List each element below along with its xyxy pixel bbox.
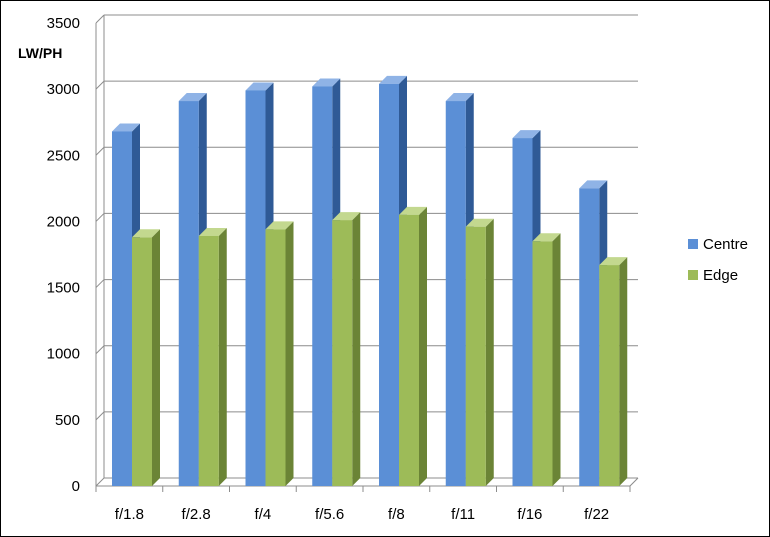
x-axis-depth — [629, 477, 639, 487]
bar-side — [552, 233, 561, 486]
bar-edge-f/2.8 — [198, 227, 227, 487]
gridline-0-stub — [95, 477, 105, 487]
bar-edge-f/8 — [399, 206, 427, 487]
bar-edge-f/22 — [599, 257, 628, 486]
bar-side — [485, 218, 494, 486]
bar-front — [512, 138, 533, 487]
bar-side — [352, 212, 361, 486]
bar-top — [332, 212, 361, 221]
bar-front — [245, 90, 266, 487]
bar-front — [579, 188, 600, 486]
bar-front — [399, 214, 419, 487]
bar-front — [599, 265, 620, 486]
bar-front — [198, 235, 219, 486]
y-tick-label: 3500 — [47, 15, 80, 32]
bar-side — [218, 227, 227, 487]
y-axis-label: LW/PH — [18, 45, 62, 61]
bar-front — [532, 241, 553, 486]
bar-top — [112, 123, 140, 132]
x-tick-label: f/8 — [388, 506, 405, 523]
bar-top — [265, 221, 294, 230]
bar-series — [112, 75, 628, 487]
y-tick-label: 0 — [72, 478, 80, 495]
bar-top — [245, 82, 274, 91]
bar-top — [132, 229, 160, 238]
y-tick-label: 2500 — [47, 147, 80, 164]
bar-side — [419, 206, 427, 487]
bar-top — [399, 206, 427, 215]
legend: Centre Edge — [688, 236, 748, 284]
bar-top — [198, 227, 227, 236]
x-tick-label: f/22 — [584, 506, 609, 523]
x-tick-label: f/2.8 — [182, 506, 211, 523]
bar-top — [465, 218, 494, 227]
bar-top — [178, 93, 207, 102]
bar-side — [285, 221, 294, 486]
bar-edge-f/4 — [265, 221, 294, 486]
bar-edge-f/16 — [532, 233, 561, 486]
x-tick-label: f/1.8 — [115, 506, 144, 523]
gridline-500-stub — [95, 411, 105, 421]
bar-edge-f/11 — [465, 218, 494, 486]
y-tick-label: 2000 — [47, 213, 80, 230]
x-axis-ticks: f/1.8 f/2.8 f/4 f/5.6 f/8 f/11 f/16 f/22 — [115, 506, 609, 523]
bar-front — [265, 229, 286, 486]
bar-edge-f/5.6 — [332, 212, 361, 486]
gridline-1000-stub — [95, 345, 105, 355]
bar-edge-f/1.8 — [132, 229, 160, 486]
y-tick-label: 1500 — [47, 280, 80, 297]
x-tick-label: f/16 — [517, 506, 542, 523]
legend-label-edge: Edge — [703, 267, 738, 284]
gridline-2500-stub — [95, 146, 105, 156]
gridline-3500-stub — [95, 14, 105, 24]
bar-front — [312, 86, 333, 487]
gridline-3000-stub — [95, 80, 105, 90]
bar-top — [379, 75, 407, 84]
gridline-2000-stub — [95, 213, 105, 222]
bar-side — [152, 229, 160, 486]
legend-swatch-edge — [688, 270, 698, 280]
legend-swatch-centre — [688, 239, 698, 249]
bar-front — [465, 226, 486, 486]
bar-top — [312, 78, 341, 87]
bar-top — [579, 180, 608, 189]
x-tick-label: f/11 — [451, 506, 475, 523]
bar-top — [512, 130, 541, 139]
bar-top — [532, 233, 561, 242]
bar-top — [445, 93, 474, 102]
bar-side — [619, 257, 628, 486]
bar-front — [112, 131, 132, 486]
legend-label-centre: Centre — [703, 236, 748, 253]
y-tick-label: 500 — [55, 412, 80, 429]
y-axis-ticks: 0 500 1000 1500 2000 2500 3000 3500 — [47, 15, 80, 495]
x-tick-label: f/4 — [255, 506, 272, 523]
y-tick-label: 3000 — [47, 81, 80, 98]
bar-front — [178, 101, 199, 486]
bar-front — [332, 220, 353, 486]
bar-front — [132, 237, 152, 486]
bar-front — [379, 83, 399, 486]
y-tick-label: 1000 — [47, 346, 80, 363]
bar-front — [445, 101, 466, 486]
x-tick-label: f/5.6 — [315, 506, 344, 523]
bar-top — [599, 257, 628, 266]
gridline-1500-stub — [95, 279, 105, 288]
